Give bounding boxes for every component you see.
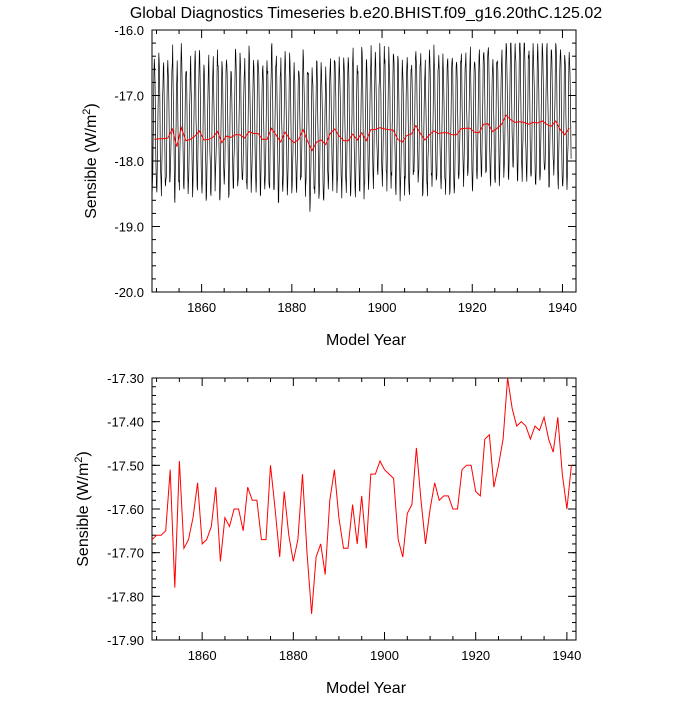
top-y-axis-label: Sensible (W/m2) <box>81 103 100 218</box>
bottom-chart: 1860 1880 1900 1920 1940 -17.30 -17.40 -17.50 -1… <box>73 371 581 697</box>
top-y-tick-label: -19.0 <box>114 220 144 235</box>
top-x-axis-label: Model Year <box>326 332 407 349</box>
top-chart: 1860 1880 1900 1920 1940 -16.0 -17.0 -18.0 -19.0… <box>81 23 577 349</box>
top-x-tick-label: 1880 <box>277 300 306 315</box>
bottom-y-tick-label: -17.40 <box>107 415 144 430</box>
bottom-x-tick-label: 1940 <box>552 648 581 663</box>
bottom-x-tick-label: 1900 <box>370 648 399 663</box>
top-x-tick-label: 1920 <box>458 300 487 315</box>
bottom-y-tick-label: -17.70 <box>107 546 144 561</box>
bottom-y-tick-label: -17.80 <box>107 589 144 604</box>
chart-title: Global Diagnostics Timeseries b.e20.BHIS… <box>130 5 602 22</box>
bottom-y-tick-label: -17.60 <box>107 502 144 517</box>
bottom-annual-series-line <box>151 377 572 614</box>
top-x-tick-label: 1860 <box>187 300 216 315</box>
bottom-y-tick-label: -17.90 <box>107 633 144 648</box>
top-annual-series-line <box>154 114 570 152</box>
top-y-tick-label: -17.0 <box>114 89 144 104</box>
bottom-y-axis-label: Sensible (W/m2) <box>73 451 92 566</box>
bottom-y-tick-label: -17.50 <box>107 458 144 473</box>
top-y-tick-label: -18.0 <box>114 154 144 169</box>
bottom-x-tick-label: 1860 <box>188 648 217 663</box>
top-x-tick-label: 1940 <box>548 300 577 315</box>
bottom-x-axis-label: Model Year <box>326 680 407 697</box>
bottom-x-tick-label: 1920 <box>461 648 490 663</box>
bottom-plot-frame <box>151 377 577 641</box>
bottom-x-tick-label: 1880 <box>279 648 308 663</box>
top-monthly-series-line <box>151 42 572 212</box>
bottom-y-tick-label: -17.30 <box>107 371 144 386</box>
top-x-tick-label: 1900 <box>368 300 397 315</box>
top-y-tick-label: -20.0 <box>114 285 144 300</box>
top-y-tick-label: -16.0 <box>114 23 144 38</box>
